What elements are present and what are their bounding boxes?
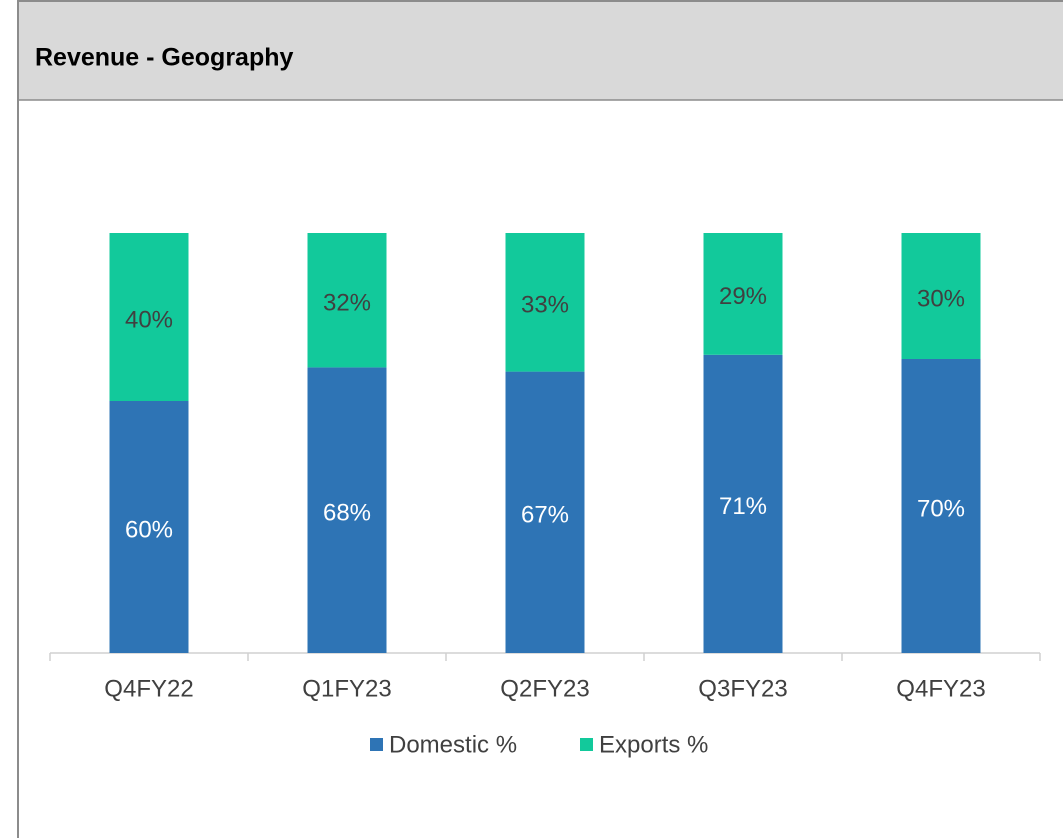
- x-tick-label: Q2FY23: [500, 675, 589, 702]
- data-label: 30%: [917, 285, 965, 312]
- bar-segment: [505, 233, 585, 372]
- bar-segment: [109, 401, 189, 653]
- data-label: 67%: [521, 502, 569, 529]
- data-label: 33%: [521, 292, 569, 319]
- x-tick-label: Q3FY23: [698, 675, 787, 702]
- chart-title: Revenue - Geography: [35, 44, 293, 72]
- data-label: 70%: [917, 495, 965, 522]
- bar-segment: [307, 367, 387, 653]
- x-tick-label: Q4FY22: [104, 675, 193, 702]
- bar-segment: [703, 233, 783, 355]
- data-label: 32%: [323, 290, 371, 317]
- legend-swatch: [580, 738, 593, 751]
- legend-label: Domestic %: [389, 731, 517, 758]
- data-label: 71%: [719, 493, 767, 520]
- data-label: 68%: [323, 500, 371, 527]
- x-tick-label: Q4FY23: [896, 675, 985, 702]
- x-tick-label: Q1FY23: [302, 675, 391, 702]
- bar-segment: [109, 233, 189, 401]
- bar-segment: [901, 359, 981, 653]
- panel-header: [19, 2, 1063, 100]
- legend-label: Exports %: [599, 731, 708, 758]
- bar-segment: [307, 233, 387, 368]
- data-label: 60%: [125, 516, 173, 543]
- data-label: 29%: [719, 283, 767, 310]
- legend-swatch: [370, 738, 383, 751]
- data-label: 40%: [125, 306, 173, 333]
- bar-segment: [505, 371, 585, 653]
- bar-segment: [703, 354, 783, 653]
- bar-segment: [901, 233, 981, 359]
